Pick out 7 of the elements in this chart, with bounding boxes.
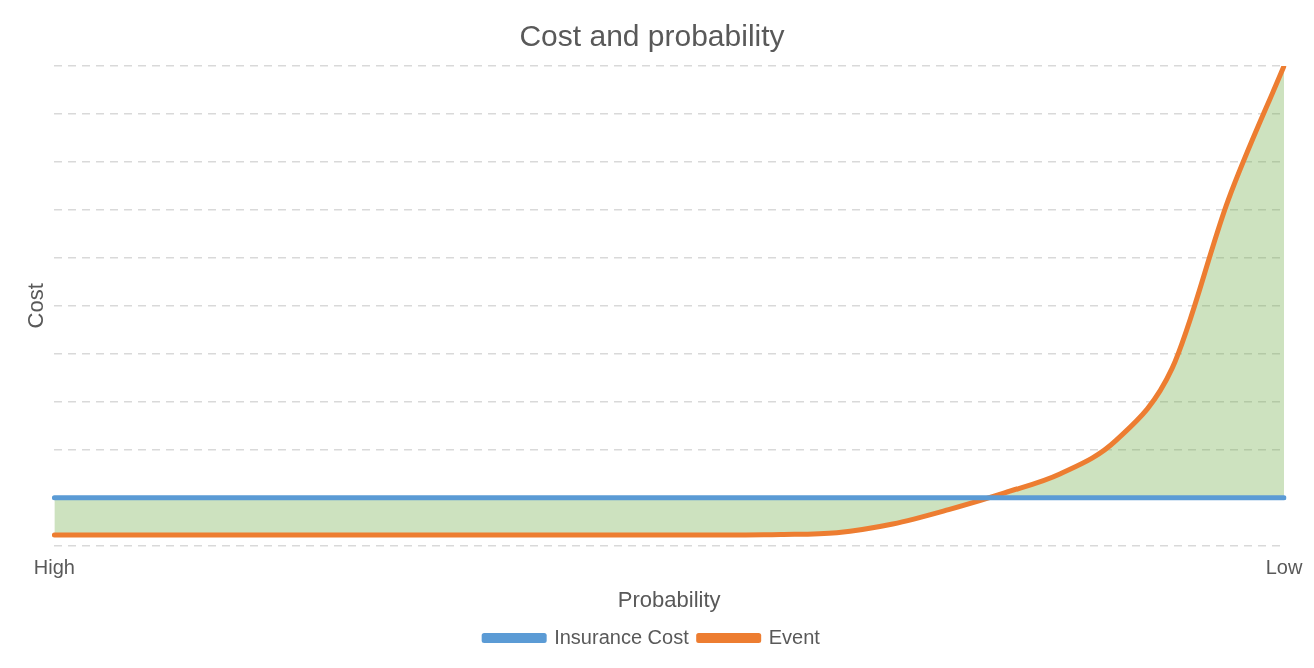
chart-title: Cost and probability (519, 19, 785, 53)
x-tick-label: High (33, 556, 75, 579)
x-axis-title: Probability (617, 586, 721, 612)
y-axis-title: Cost (23, 283, 49, 329)
x-tick-label: Low (1265, 556, 1303, 579)
legend-label: Insurance Cost (554, 625, 690, 648)
legend-label: Event (768, 625, 821, 648)
